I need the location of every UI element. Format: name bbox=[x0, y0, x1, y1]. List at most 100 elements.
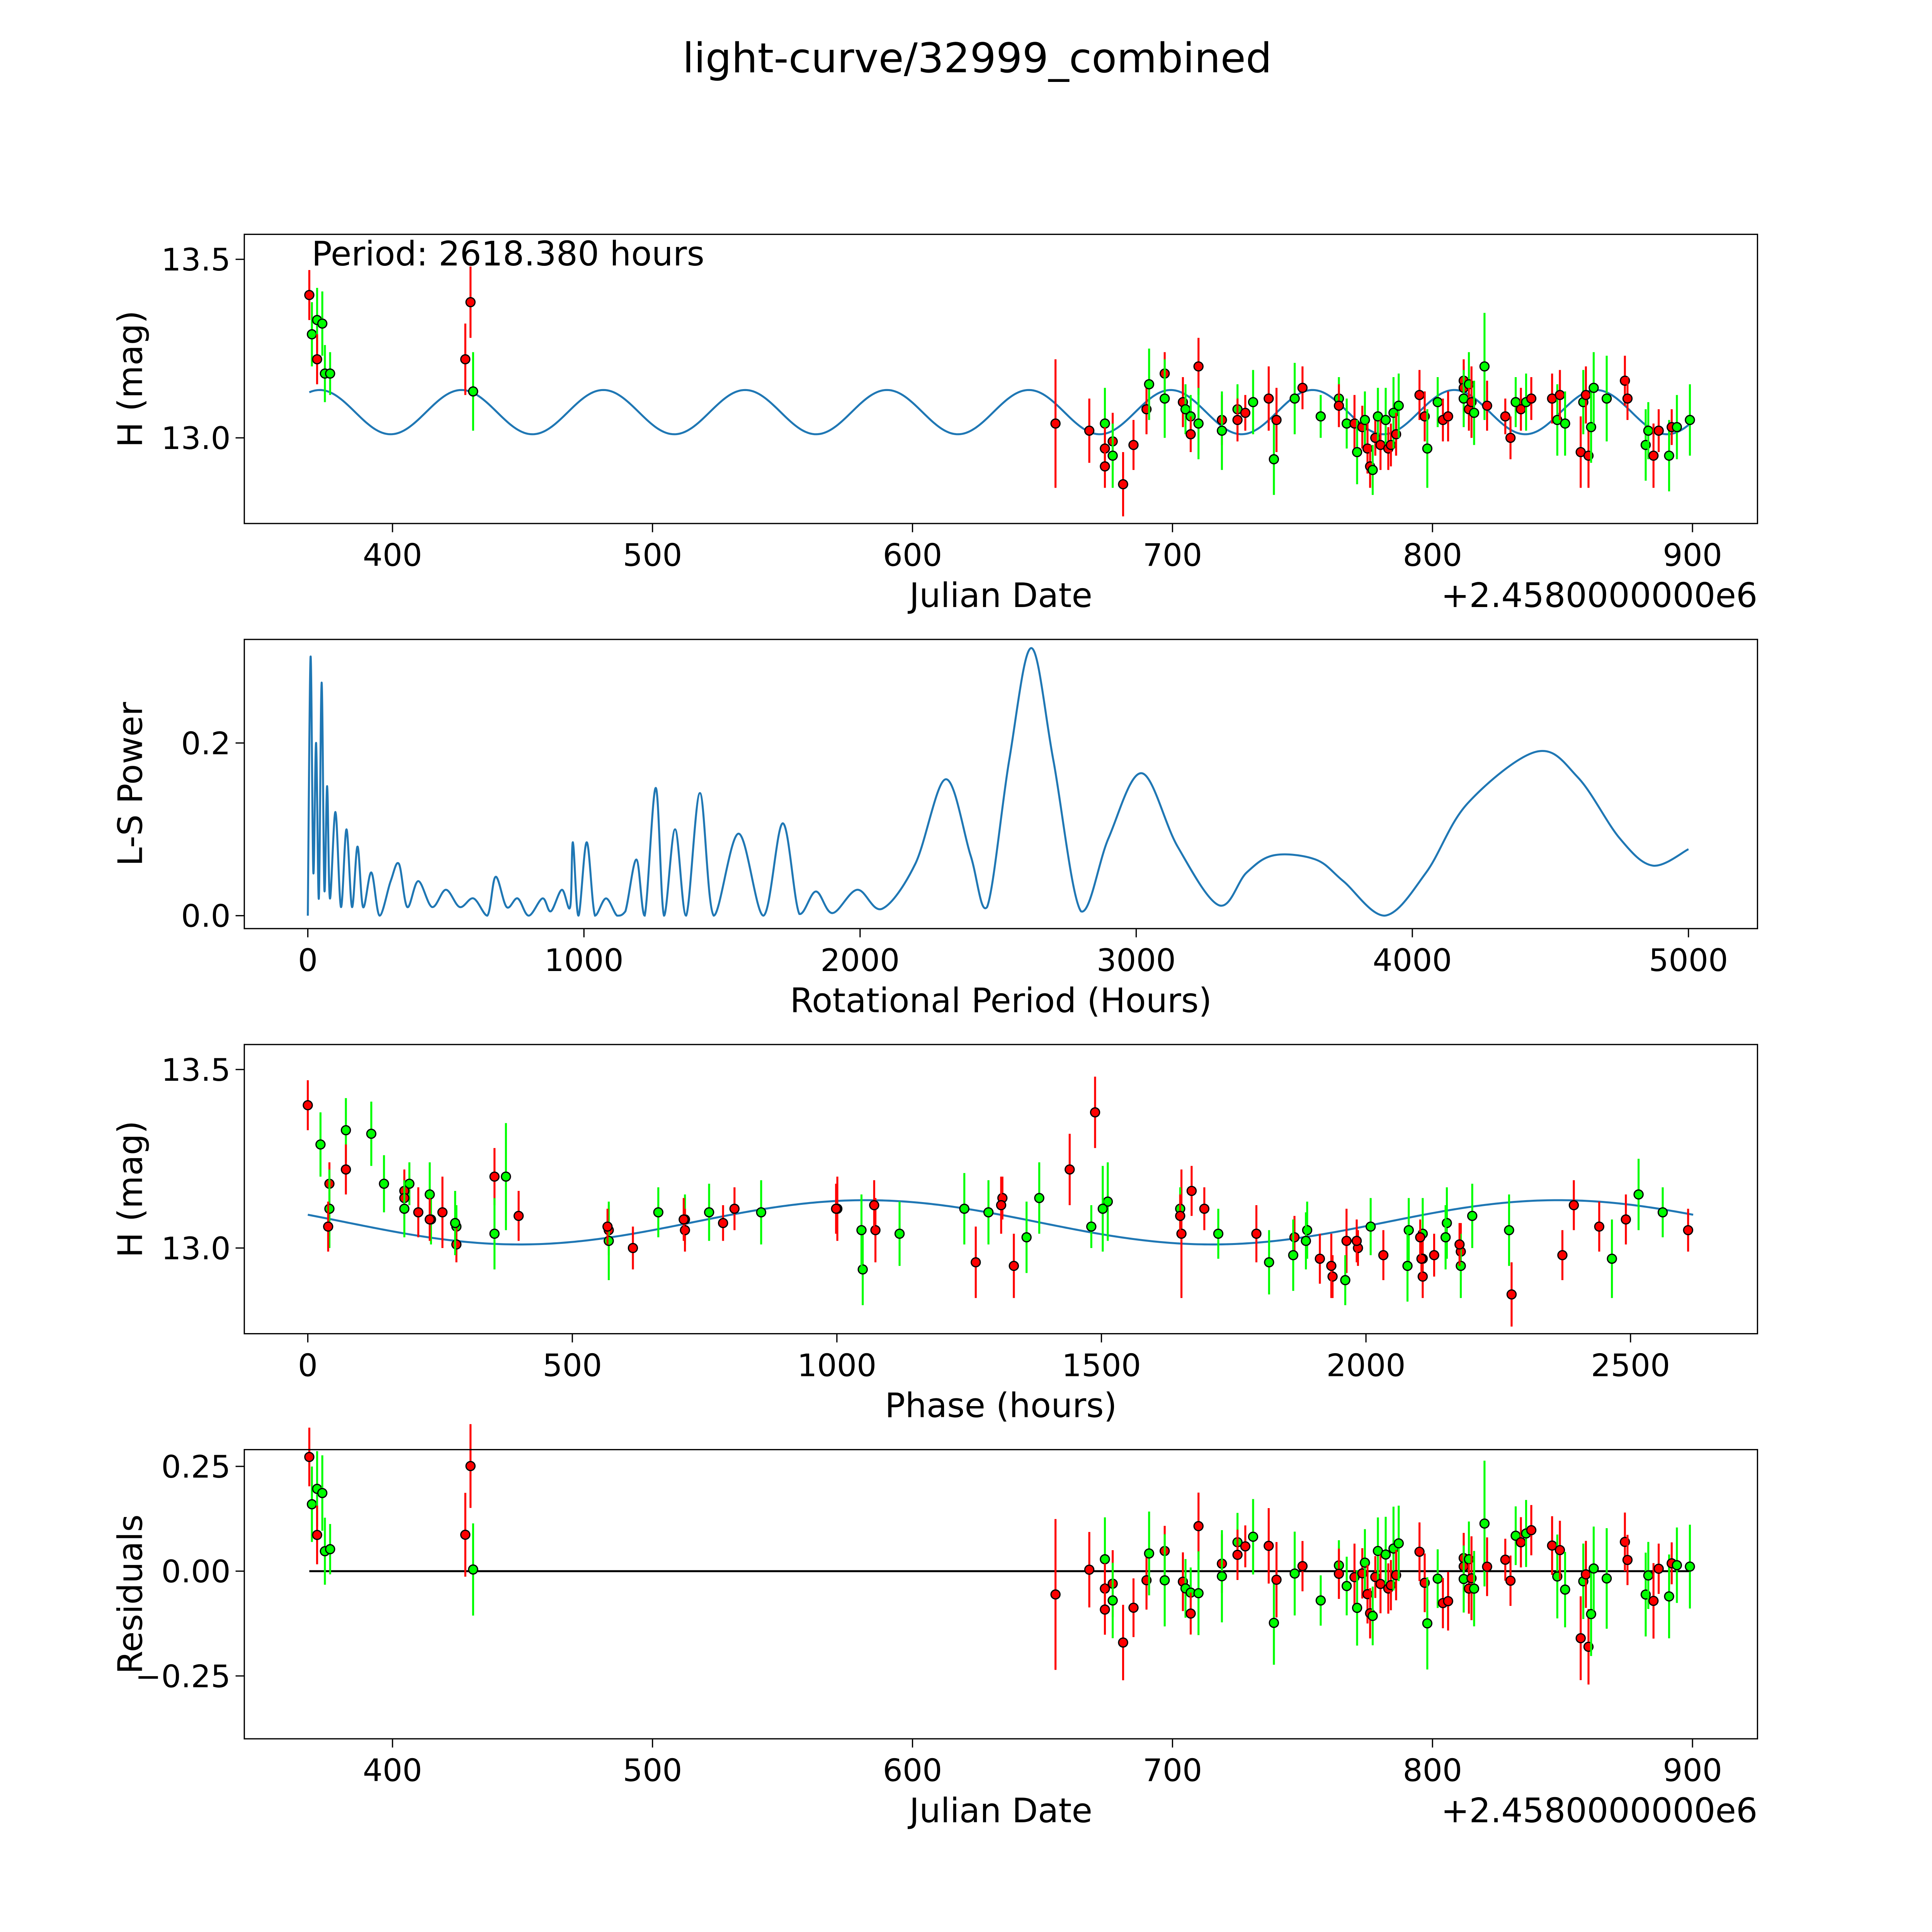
residual-point bbox=[1118, 1637, 1128, 1648]
phase-point bbox=[303, 1100, 313, 1111]
residual-point bbox=[1193, 1588, 1204, 1599]
residual-point bbox=[1515, 1537, 1526, 1548]
data-point bbox=[1393, 400, 1404, 411]
data-point bbox=[1443, 411, 1453, 422]
residual-point bbox=[1367, 1611, 1378, 1621]
phase-point bbox=[340, 1164, 351, 1175]
residual-point bbox=[1269, 1617, 1279, 1628]
data-point bbox=[1160, 393, 1170, 404]
phase-point bbox=[1402, 1260, 1413, 1271]
phase-point bbox=[1607, 1253, 1617, 1264]
residual-point bbox=[1160, 1575, 1170, 1586]
phase-point bbox=[1454, 1239, 1465, 1250]
x-tick-label: 1500 bbox=[1062, 1347, 1141, 1384]
phase-point bbox=[628, 1243, 638, 1253]
residual-point bbox=[1581, 1569, 1591, 1580]
phase-point bbox=[1302, 1225, 1313, 1235]
data-point bbox=[1554, 389, 1565, 400]
axes-frame bbox=[243, 233, 1758, 524]
phase-point bbox=[1090, 1107, 1100, 1117]
x-tick-label: 800 bbox=[1403, 537, 1462, 574]
residual-point bbox=[460, 1529, 471, 1540]
data-point bbox=[1248, 397, 1259, 407]
x-tick-label: 4000 bbox=[1373, 942, 1452, 979]
phase-point bbox=[680, 1225, 690, 1235]
data-point bbox=[1100, 418, 1110, 429]
x-tick-label: 0 bbox=[298, 1347, 318, 1384]
phase-point bbox=[1633, 1189, 1644, 1200]
y-tick-label: 0.2 bbox=[181, 726, 231, 762]
phase-point bbox=[971, 1257, 981, 1268]
phase-point bbox=[959, 1204, 969, 1214]
phase-point bbox=[451, 1239, 462, 1250]
y-tick-label: −0.25 bbox=[135, 1658, 231, 1695]
phase-point bbox=[718, 1218, 728, 1228]
residual-point bbox=[1643, 1570, 1654, 1581]
data-point bbox=[312, 354, 322, 365]
phase-point bbox=[424, 1214, 435, 1225]
phase-point bbox=[489, 1171, 500, 1182]
y-tick-label: 0.00 bbox=[161, 1554, 231, 1590]
phase-point bbox=[894, 1228, 905, 1239]
phase-point bbox=[1199, 1204, 1210, 1214]
y-axis-label: H (mag) bbox=[111, 310, 150, 447]
residual-point bbox=[1333, 1568, 1344, 1579]
phase-point bbox=[869, 1200, 879, 1211]
phase-point bbox=[1340, 1275, 1350, 1286]
data-point bbox=[1232, 415, 1243, 425]
y-tick-label: 13.0 bbox=[161, 420, 231, 457]
data-point bbox=[1269, 454, 1279, 464]
y-axis-label: L-S Power bbox=[111, 702, 150, 866]
phase-point bbox=[1442, 1218, 1452, 1228]
residual-point bbox=[1248, 1531, 1259, 1542]
residual-point bbox=[1560, 1584, 1570, 1595]
phase-point bbox=[501, 1171, 511, 1182]
data-point bbox=[1240, 408, 1251, 418]
data-point bbox=[1100, 461, 1110, 472]
phase-point bbox=[366, 1128, 377, 1139]
y-tick-label: 0.0 bbox=[181, 898, 231, 935]
x-tick-label: 500 bbox=[623, 1753, 682, 1789]
residual-point bbox=[465, 1461, 476, 1471]
phase-point bbox=[1213, 1228, 1224, 1239]
phase-point bbox=[1683, 1225, 1694, 1235]
phase-point bbox=[1568, 1200, 1579, 1211]
phase-point bbox=[1175, 1211, 1185, 1221]
y-tick-label: 0.25 bbox=[161, 1449, 231, 1485]
phase-point bbox=[424, 1189, 435, 1200]
data-point bbox=[1586, 422, 1596, 432]
phase-point bbox=[983, 1207, 994, 1218]
phase-point bbox=[1594, 1221, 1605, 1232]
residual-point bbox=[468, 1564, 478, 1575]
data-point bbox=[1264, 393, 1274, 404]
data-point bbox=[1360, 415, 1370, 425]
residual-point bbox=[312, 1530, 322, 1540]
panel-light-curve: 400 500 600 700 800 900 13.0 13.5 Julian Date H (… bbox=[111, 233, 1758, 615]
residual-point bbox=[304, 1452, 315, 1462]
phase-point bbox=[1301, 1236, 1311, 1246]
residual-point bbox=[1297, 1561, 1308, 1571]
x-tick-label: 700 bbox=[1143, 1753, 1202, 1789]
residual-point bbox=[1264, 1541, 1274, 1551]
x-axis-label: Rotational Period (Hours) bbox=[790, 981, 1212, 1020]
phase-point bbox=[1366, 1221, 1376, 1232]
axes-frame bbox=[243, 1044, 1758, 1335]
data-point bbox=[1297, 383, 1308, 393]
phase-point bbox=[413, 1207, 423, 1218]
data-point bbox=[465, 297, 476, 308]
x-tick-label: 2000 bbox=[1327, 1347, 1406, 1384]
data-point bbox=[1664, 451, 1674, 461]
phase-point bbox=[1456, 1260, 1466, 1271]
x-offset-label: +2.4580000000e6 bbox=[1441, 576, 1757, 615]
data-point bbox=[1118, 479, 1128, 490]
phase-point bbox=[1034, 1193, 1044, 1203]
data-point bbox=[1648, 451, 1659, 461]
x-tick-label: 900 bbox=[1663, 537, 1722, 574]
data-point bbox=[1685, 415, 1695, 425]
residual-point bbox=[1422, 1618, 1433, 1629]
x-tick-label: 700 bbox=[1143, 537, 1202, 574]
data-point bbox=[1367, 465, 1378, 475]
residual-point bbox=[306, 1499, 317, 1510]
residual-point bbox=[1289, 1568, 1300, 1579]
